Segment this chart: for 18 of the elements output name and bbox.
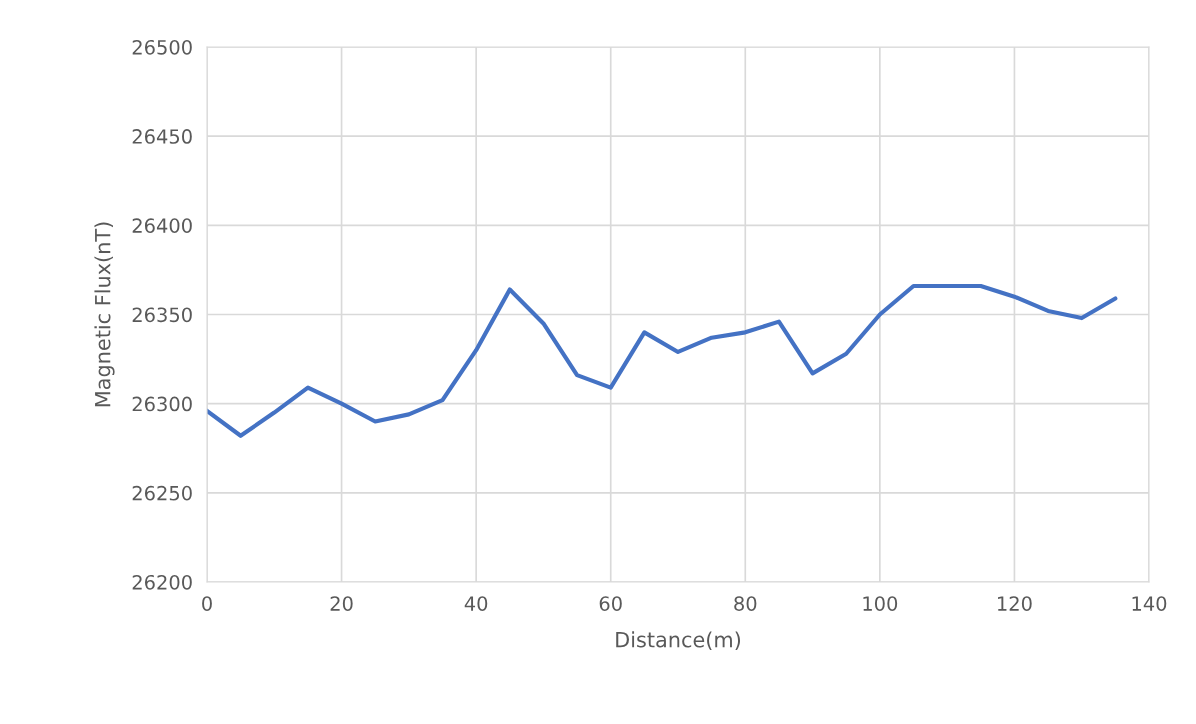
x-tick-label: 0 (202, 596, 212, 611)
x-axis-title: Distance(m) (616, 631, 741, 650)
y-tick-label: 26500 (132, 39, 192, 55)
y-tick-label: 26400 (132, 218, 192, 233)
y-tick-label: 26350 (132, 307, 192, 323)
x-tick-label: 40 (464, 596, 488, 611)
y-tick-label: 26300 (132, 396, 192, 412)
x-tick-label: 140 (1132, 596, 1167, 611)
line-series (207, 283, 1118, 438)
y-axis-title: Magnetic Flux(nT) (94, 222, 115, 407)
y-tick-label: 26250 (132, 485, 192, 501)
x-tick-label: 100 (863, 596, 898, 611)
y-tick-label: 26450 (132, 129, 192, 144)
x-tick-label: 120 (998, 596, 1032, 611)
y-tick-label: 26200 (132, 574, 192, 590)
x-tick-label: 20 (330, 596, 353, 611)
x-tick-label: 60 (599, 596, 622, 611)
x-tick-label: 80 (734, 596, 757, 611)
